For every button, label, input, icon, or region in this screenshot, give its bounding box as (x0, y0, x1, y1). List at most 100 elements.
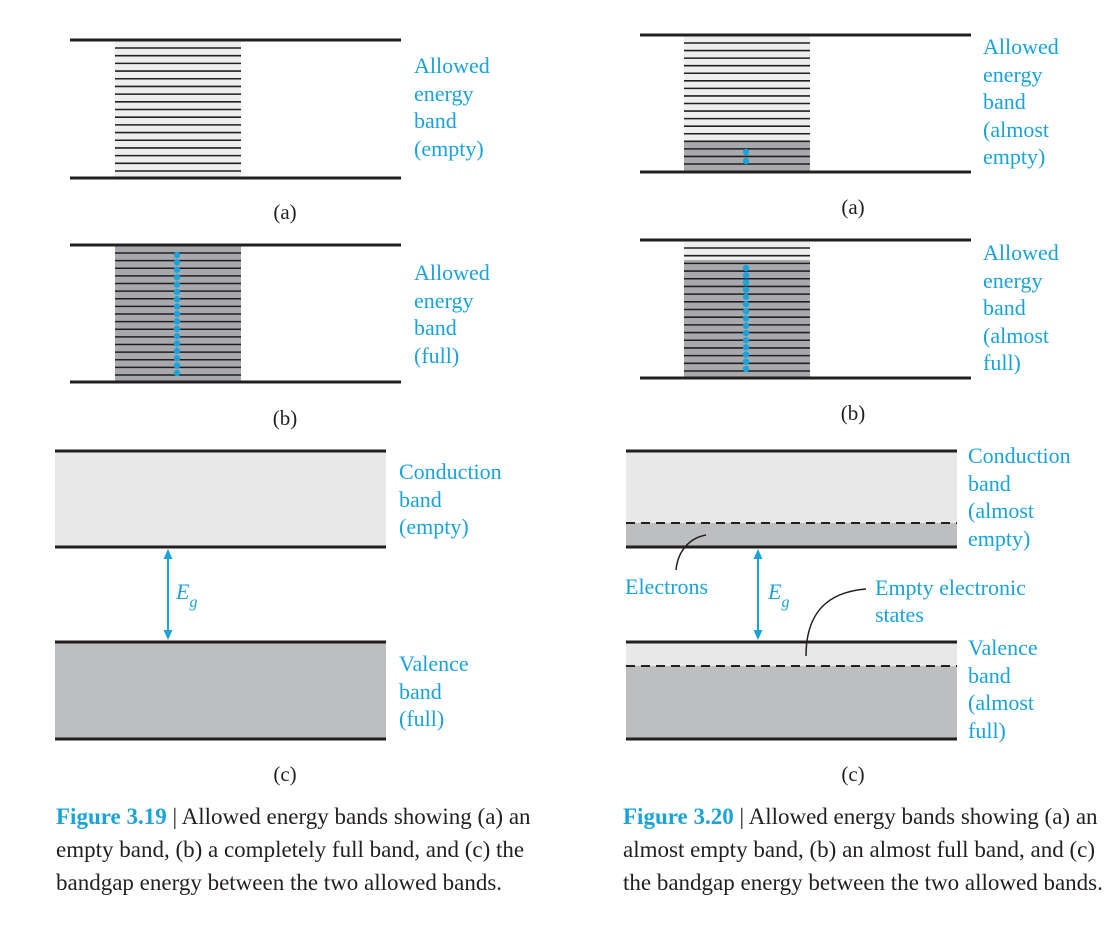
fig320c-conduction-line: band (968, 471, 1011, 496)
fig319c-valence-label: Valence band (full) (399, 651, 474, 731)
electron-dot (173, 296, 181, 303)
fig319b-band-label: Allowed energy band (full) (414, 260, 495, 368)
fig319-caption: Figure 3.19 | Allowed energy bands showi… (56, 800, 536, 899)
fig320b-label-line: band (983, 295, 1026, 320)
electron-dot (173, 273, 181, 281)
fig319c-gap-arrow (163, 549, 173, 640)
fig320-caption: Figure 3.20 | Allowed energy bands showi… (623, 800, 1103, 899)
fig320c-conduction-electrons-region (626, 523, 957, 547)
fig319c-gap-E: E (175, 579, 190, 604)
fig320-panel-a: Allowed energy band (almost empty) (a) (640, 33, 1064, 219)
fig319a-label-line: band (414, 108, 457, 133)
electron-dot (173, 355, 181, 362)
electron-dot (742, 286, 750, 293)
fig319a-label-line: energy (414, 81, 473, 106)
fig320b-label-line: full) (983, 350, 1021, 375)
fig319-caption-number: Figure 3.19 (56, 804, 167, 829)
electron-dot (173, 288, 181, 296)
fig320a-label-line: band (983, 89, 1026, 114)
fig320c-valence-line: (almost (968, 690, 1034, 715)
fig320c-gap-subscript: g (781, 594, 789, 611)
fig319-caption-text: Allowed energy bands showing (a) an empt… (56, 804, 531, 895)
fig319-caption-separator: | (166, 804, 182, 829)
electron-dot (173, 340, 181, 347)
electron-dot (173, 362, 181, 369)
fig319a-label-line: (empty) (414, 136, 484, 161)
electron-dot (742, 279, 750, 286)
fig320-panel-b: Allowed energy band (almost full) (b) (640, 238, 1064, 425)
fig320c-conduction-line: empty) (968, 526, 1030, 551)
electron-dot (742, 293, 750, 301)
fig320-caption-separator: | (733, 804, 749, 829)
electron-dot (173, 303, 181, 310)
fig319a-sublabel: (a) (273, 200, 296, 224)
fig319c-valence-line: Valence (399, 651, 469, 676)
fig320-panel-c: Eg Electrons Empty electronic states Con… (625, 443, 1076, 786)
fig319c-conduction-line: Conduction (399, 459, 502, 484)
fig320c-empty-states-label: Empty electronic states (875, 575, 1031, 627)
fig320c-electrons-leader (675, 534, 707, 571)
fig319-panel-a: Allowed energy band (empty) (a) (70, 38, 495, 224)
electron-dot (173, 325, 181, 332)
fig319c-conduction-band (55, 451, 386, 547)
electron-dot (742, 344, 750, 351)
fig319a-band-label: Allowed energy band (empty) (414, 53, 495, 161)
fig319b-label-line: (full) (414, 343, 459, 368)
fig320c-conduction-line: Conduction (968, 443, 1071, 468)
fig320c-gap-E: E (767, 579, 782, 604)
fig319-panel-b: Allowed energy band (full) (b) (70, 243, 495, 430)
electron-dot (173, 347, 181, 355)
electron-dot (742, 329, 750, 337)
fig320c-valence-line: Valence (968, 635, 1038, 660)
fig320c-empty-states-line: Empty electronic (875, 575, 1026, 600)
fig319c-valence-band (55, 642, 386, 739)
electron-dot (173, 318, 181, 325)
fig319b-label-line: band (414, 315, 457, 340)
fig320b-band-label: Allowed energy band (almost full) (983, 240, 1064, 375)
fig320c-conduction-label: Conduction band (almost empty) (968, 443, 1076, 551)
electron-dot (742, 351, 750, 358)
fig320b-electrons (742, 264, 750, 373)
electron-dot (173, 251, 181, 259)
fig320c-valence-line: band (968, 663, 1011, 688)
fig320b-sublabel: (b) (841, 401, 866, 425)
fig320a-band-label: Allowed energy band (almost empty) (983, 34, 1064, 169)
electron-dot (742, 148, 750, 156)
fig319c-gap-subscript: g (189, 594, 197, 611)
fig320a-label-line: energy (983, 62, 1042, 87)
fig320c-valence-label: Valence band (almost full) (968, 635, 1043, 743)
fig320a-electrons (742, 148, 750, 165)
electron-dot (742, 315, 750, 322)
fig319b-electrons (173, 251, 181, 377)
fig320c-valence-empty-region (626, 642, 957, 666)
electron-dot (742, 272, 750, 279)
electron-dot (742, 264, 750, 272)
fig320b-label-line: energy (983, 268, 1042, 293)
fig320c-gap-arrow (753, 549, 763, 640)
fig319c-valence-line: band (399, 679, 442, 704)
fig319c-conduction-line: band (399, 487, 442, 512)
fig320c-empty-states-line: states (875, 602, 924, 627)
fig319c-conduction-line: (empty) (399, 514, 469, 539)
fig319b-label-line: Allowed (414, 260, 490, 285)
fig320c-sublabel: (c) (841, 762, 864, 786)
electron-dot (173, 369, 181, 377)
fig320b-label-line: (almost (983, 323, 1049, 348)
fig319b-label-line: energy (414, 288, 473, 313)
fig320a-energy-levels (684, 42, 810, 165)
electron-dot (742, 308, 750, 315)
fig319a-label-line: Allowed (414, 53, 490, 78)
fig319c-conduction-label: Conduction band (empty) (399, 459, 507, 539)
fig320a-label-line: empty) (983, 144, 1045, 169)
electron-dot (173, 266, 181, 273)
fig320c-valence-line: full) (968, 718, 1006, 743)
fig319c-gap-symbol: Eg (175, 579, 197, 611)
electron-dot (173, 259, 181, 266)
electron-dot (173, 281, 181, 288)
electron-dot (173, 310, 181, 318)
fig319a-energy-levels (115, 47, 241, 172)
fig320b-label-line: Allowed (983, 240, 1059, 265)
electron-dot (742, 157, 750, 165)
fig320a-label-line: Allowed (983, 34, 1059, 59)
